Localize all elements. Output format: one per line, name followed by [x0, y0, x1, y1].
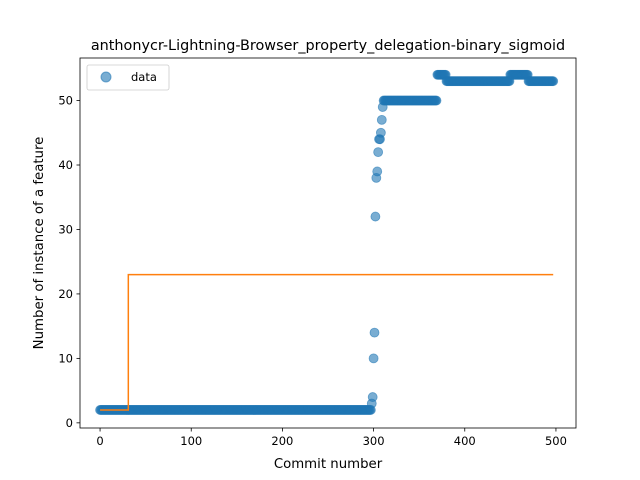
data-point [369, 327, 380, 338]
y-axis-ticks: 0 10 20 30 40 50 [58, 94, 80, 430]
y-tick-label: 30 [58, 222, 73, 236]
fit-line [100, 273, 554, 411]
data-point [370, 211, 381, 222]
data-point [372, 166, 383, 177]
legend: data [86, 64, 170, 91]
data-points-layer [95, 69, 559, 415]
legend-box [86, 64, 170, 91]
data-point [431, 95, 442, 106]
data-point [368, 353, 379, 364]
y-tick-label: 50 [58, 94, 73, 108]
y-axis-label: Number of instance of a feature [32, 137, 47, 350]
plot-frame [79, 57, 577, 429]
y-tick-label: 10 [58, 351, 73, 365]
legend-label-data: data [131, 70, 157, 84]
y-tick-label: 40 [58, 158, 73, 172]
data-point [375, 127, 386, 138]
x-tick-label: 300 [363, 434, 385, 448]
data-point [548, 76, 559, 87]
x-tick-label: 400 [454, 434, 476, 448]
x-axis-ticks: 0 100 200 300 400 500 [96, 428, 567, 448]
data-point [376, 114, 387, 125]
x-axis-label: Commit number [274, 457, 383, 472]
fit-line-layer [100, 273, 554, 411]
x-tick-label: 100 [180, 434, 202, 448]
x-tick-label: 500 [545, 434, 567, 448]
x-tick-label: 200 [271, 434, 293, 448]
x-tick-label: 0 [96, 434, 103, 448]
data-point [367, 392, 378, 402]
y-tick-label: 20 [58, 287, 73, 301]
data-point [373, 147, 384, 158]
y-tick-label: 0 [66, 416, 73, 430]
chart-title: anthonycr-Lightning-Browser_property_del… [91, 38, 565, 54]
legend-marker [100, 71, 112, 83]
